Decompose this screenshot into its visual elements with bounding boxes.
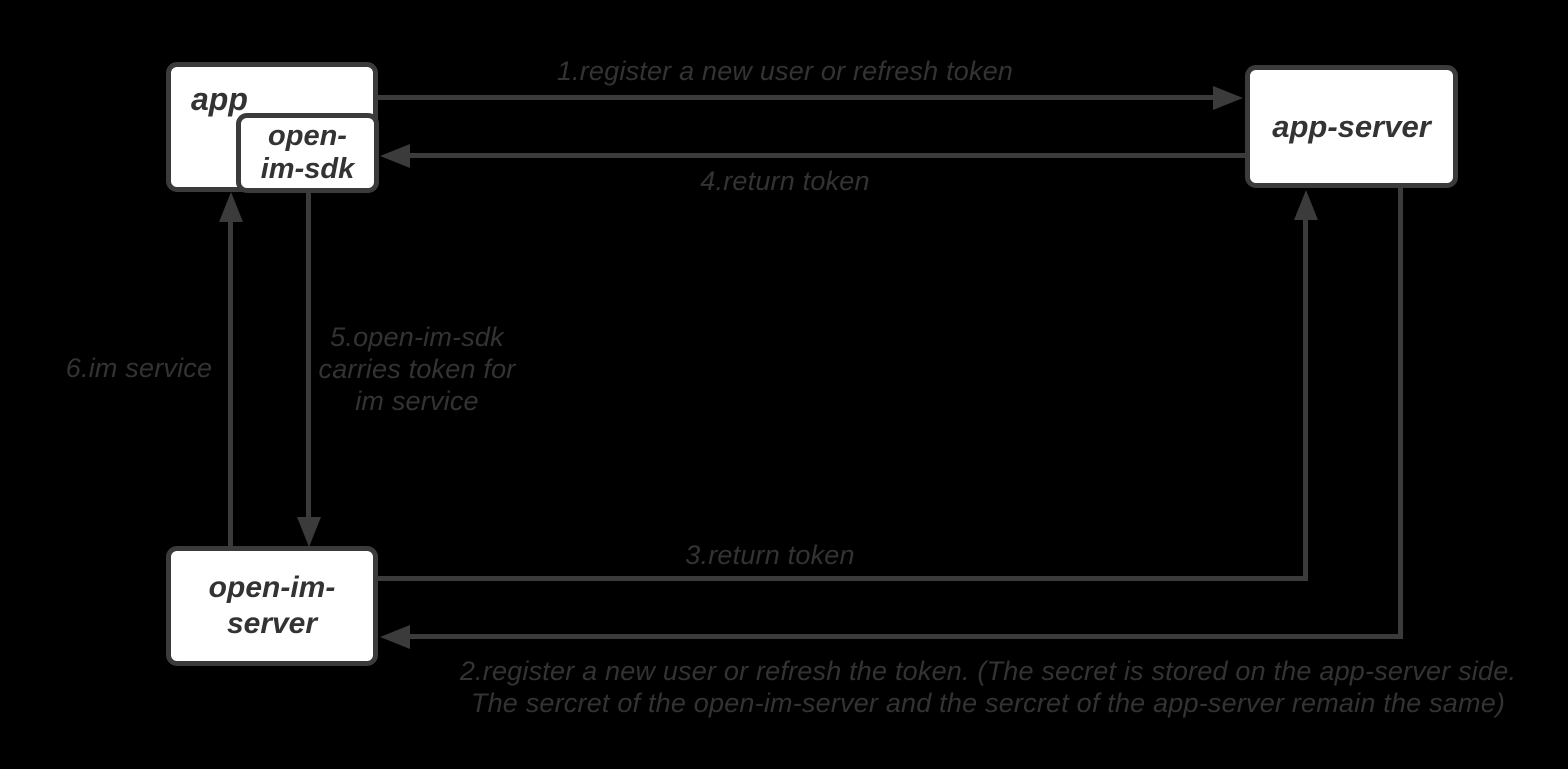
node-open-im-sdk: open- im-sdk xyxy=(236,113,379,193)
edge-2-label-line2: The sercret of the open-im-server and th… xyxy=(470,688,1506,718)
edge-4-label: 4.return token xyxy=(700,166,870,196)
edge-1-line xyxy=(378,95,1217,100)
edge-2-arrowhead-left-icon xyxy=(380,625,410,649)
edge-6-label: 6.im service xyxy=(65,353,213,383)
edge-5-label-line2: carries token for xyxy=(318,354,516,384)
node-open-im-server: open-im- server xyxy=(166,546,378,666)
edge-2-label-line1: 2.register a new user or refresh the tok… xyxy=(459,656,1517,686)
edge-1-arrowhead-right-icon xyxy=(1213,86,1243,110)
edge-2-line-vertical xyxy=(1398,188,1403,639)
edge-4-arrowhead-left-icon xyxy=(380,144,410,168)
edge-3-line-vertical xyxy=(1303,218,1308,581)
edge-6-line xyxy=(228,218,233,547)
node-open-im-server-label-line1: open-im- xyxy=(208,571,336,604)
edge-5-label: 5.open-im-sdk carries token for im servi… xyxy=(307,321,527,417)
node-open-im-sdk-label-line1: open- xyxy=(268,120,347,152)
edge-5-line xyxy=(306,192,311,520)
edge-4-line xyxy=(408,153,1246,158)
node-app-server-label: app-server xyxy=(1272,108,1431,144)
node-app-server: app-server xyxy=(1245,65,1458,188)
edge-5-label-line3: im service xyxy=(355,386,479,416)
node-open-im-server-label-line2: server xyxy=(226,607,318,640)
edge-3-label: 3.return token xyxy=(685,540,855,570)
edge-2-label: 2.register a new user or refresh the tok… xyxy=(418,655,1558,719)
edge-1-label: 1.register a new user or refresh token xyxy=(556,56,1014,86)
edge-2-line-horizontal xyxy=(408,634,1403,639)
edge-3-line-horizontal xyxy=(378,576,1308,581)
edge-6-arrowhead-up-icon xyxy=(219,192,243,222)
node-app-label: app xyxy=(191,81,248,117)
edge-5-arrowhead-down-icon xyxy=(297,517,321,547)
node-open-im-sdk-label-line2: im-sdk xyxy=(260,153,355,185)
edge-3-arrowhead-up-icon xyxy=(1294,190,1318,220)
edge-5-label-line1: 5.open-im-sdk xyxy=(330,322,504,352)
